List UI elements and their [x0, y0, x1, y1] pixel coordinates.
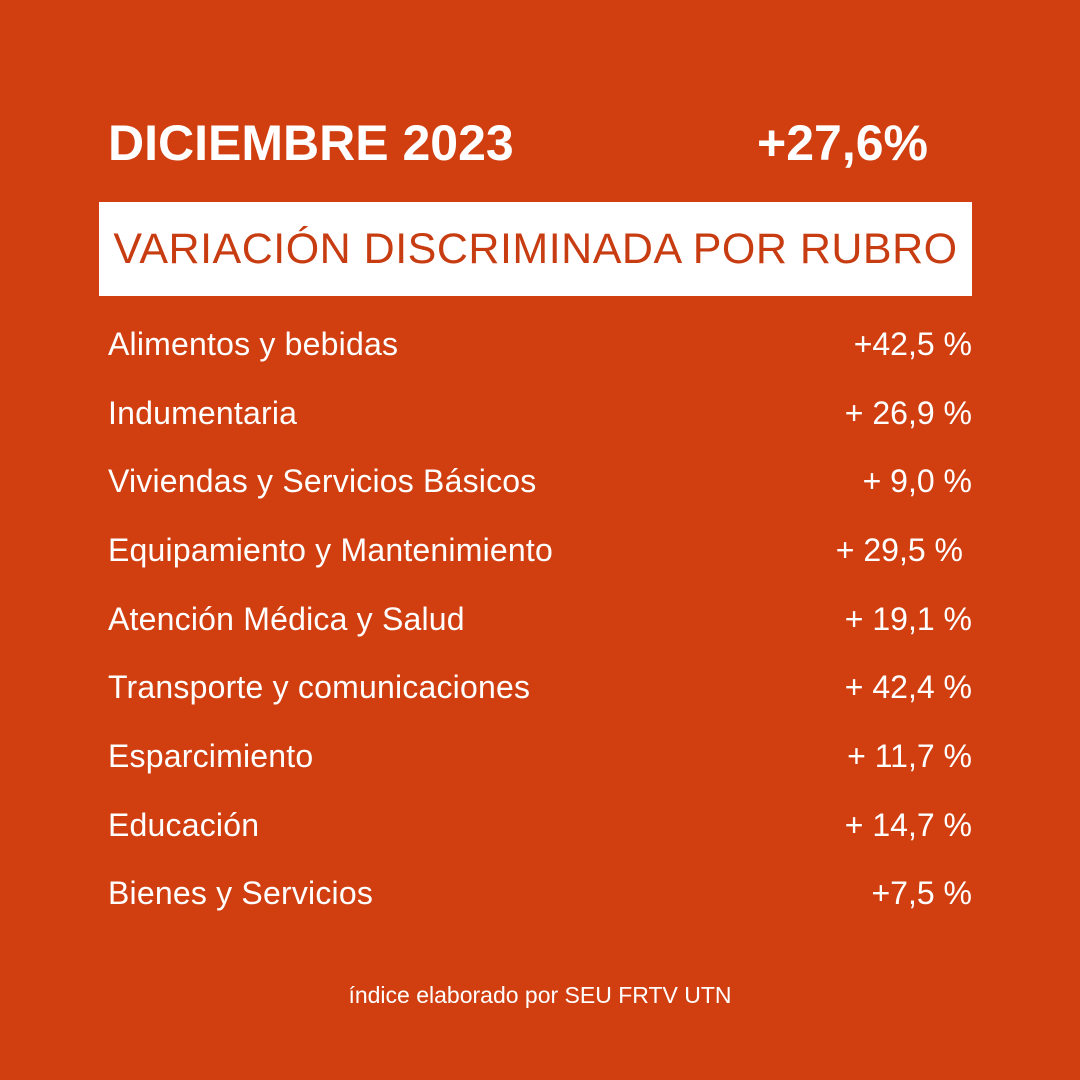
list-item: Viviendas y Servicios Básicos + 9,0 % [108, 447, 972, 516]
list-item: Esparcimiento + 11,7 % [108, 722, 972, 791]
category-label: Indumentaria [108, 394, 298, 431]
list-item: Transporte y comunicaciones + 42,4 % [108, 653, 972, 722]
category-value: + 42,4 % [844, 669, 972, 706]
list-item: Indumentaria + 26,9 % [108, 379, 972, 448]
category-value: + 14,7 % [844, 806, 972, 843]
category-value: + 26,9 % [844, 394, 972, 431]
category-value: + 9,0 % [862, 463, 972, 500]
category-label: Alimentos y bebidas [108, 325, 399, 362]
category-value: +7,5 % [871, 875, 972, 912]
period-title: DICIEMBRE 2023 [108, 115, 514, 171]
list-item: Bienes y Servicios +7,5 % [108, 860, 972, 929]
category-label: Educación [108, 806, 260, 843]
category-value: + 19,1 % [844, 600, 972, 637]
category-value: + 29,5 % [835, 531, 963, 568]
footer-credit: índice elaborado por SEU FRTV UTN [348, 982, 732, 1008]
category-label: Esparcimiento [108, 737, 314, 774]
list-item: Equipamiento y Mantenimiento + 29,5 % [108, 516, 972, 585]
category-label: Transporte y comunicaciones [108, 669, 531, 706]
total-variation: +27,6% [757, 115, 928, 171]
list-item: Educación + 14,7 % [108, 791, 972, 860]
category-label: Bienes y Servicios [108, 875, 374, 912]
list-item: Atención Médica y Salud + 19,1 % [108, 585, 972, 654]
header: DICIEMBRE 2023 +27,6% [108, 108, 928, 178]
category-value: + 11,7 % [847, 737, 972, 774]
category-list: Alimentos y bebidas +42,5 % Indumentaria… [108, 310, 972, 928]
section-title: VARIACIÓN DISCRIMINADA POR RUBRO [113, 225, 958, 273]
section-banner: VARIACIÓN DISCRIMINADA POR RUBRO [99, 202, 972, 296]
category-label: Viviendas y Servicios Básicos [108, 463, 537, 500]
category-value: +42,5 % [853, 325, 972, 362]
category-label: Equipamiento y Mantenimiento [108, 531, 553, 568]
category-label: Atención Médica y Salud [108, 600, 465, 637]
list-item: Alimentos y bebidas +42,5 % [108, 310, 972, 379]
